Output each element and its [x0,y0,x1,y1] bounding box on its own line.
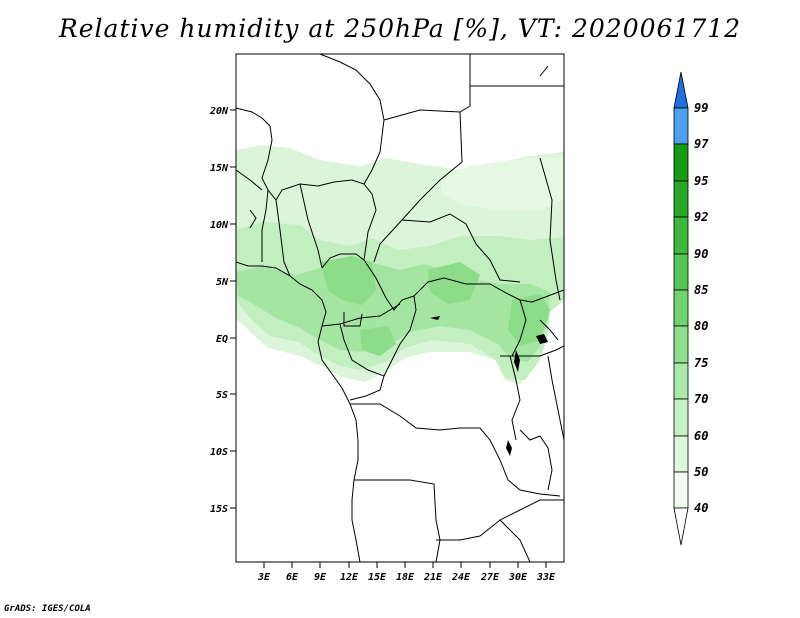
colorbar-label-92: 92 [694,210,708,224]
lon-label-9e: 9E [314,572,327,583]
colorbar-segment-70 [673,362,689,400]
lon-label-21e: 21E [423,572,443,583]
lon-label-18e: 18E [396,572,415,583]
lakes [430,316,548,456]
humidity-region-75d [360,326,396,356]
lat-label-eq: EQ [216,334,228,345]
humidity-shading [236,145,564,385]
colorbar-segment-75 [673,325,689,364]
lat-axis: 20N 15N 10N 5N EQ 5S 10S 15S [209,106,236,515]
lon-label-3e: 3E [257,572,271,583]
colorbar-segment-95 [673,143,689,182]
lon-label-33e: 33E [536,572,556,583]
colorbar [673,71,689,546]
colorbar-label-80: 80 [694,319,708,333]
colorbar-label-85: 85 [694,283,708,297]
lat-label-10n: 10N [210,220,229,231]
lat-label-15n: 15N [210,163,229,174]
colorbar-segment-90 [673,216,689,255]
colorbar-top-arrow [673,71,689,109]
colorbar-label-50: 50 [694,465,708,479]
colorbar-label-95: 95 [694,174,708,188]
colorbar-segment-60 [673,398,689,437]
humidity-region-75b [428,262,480,304]
lat-label-15s: 15S [210,504,228,515]
colorbar-segment-40 [673,471,689,509]
colorbar-segment-92 [673,180,689,218]
lon-axis: 3E 6E 9E 12E 15E 18E 21E 24E 27E 30E 33E [257,562,556,583]
coastline-west-africa [236,261,361,562]
humidity-region-75c [508,294,550,346]
colorbar-segment-97 [673,107,689,145]
coastline-east-africa [547,355,564,441]
colorbar-label-90: 90 [694,247,708,261]
lon-label-30e: 30E [508,572,528,583]
colorbar-labels: 99 97 95 92 90 85 80 75 70 60 50 40 [694,101,709,515]
lat-label-5s: 5S [216,390,228,401]
colorbar-bottom-arrow [673,507,689,546]
lon-label-6e: 6E [286,572,299,583]
humidity-region-40-north [440,156,564,210]
map-frame [235,53,565,563]
colorbar-label-70: 70 [694,392,708,406]
colorbar-label-60: 60 [694,429,708,443]
humidity-region-75 [320,256,376,305]
lon-label-24e: 24E [451,572,471,583]
colorbar-segment-85 [673,253,689,291]
lon-label-15e: 15E [368,572,387,583]
colorbar-label-97: 97 [694,137,709,151]
lat-label-10s: 10S [210,447,228,458]
colorbar-label-99: 99 [694,101,708,115]
lat-label-5n: 5N [216,277,229,288]
grads-credit: GrADS: IGES/COLA [4,604,91,614]
lon-label-12e: 12E [340,572,359,583]
colorbar-segment-50 [673,435,689,473]
chart-title: Relative humidity at 250hPa [%], VT: 202… [58,14,742,43]
colorbar-label-40: 40 [694,501,708,515]
colorbar-label-75: 75 [694,356,708,370]
colorbar-segment-80 [673,289,689,327]
lon-label-27e: 27E [480,572,500,583]
lat-label-20n: 20N [209,106,229,117]
country-borders [236,54,564,562]
